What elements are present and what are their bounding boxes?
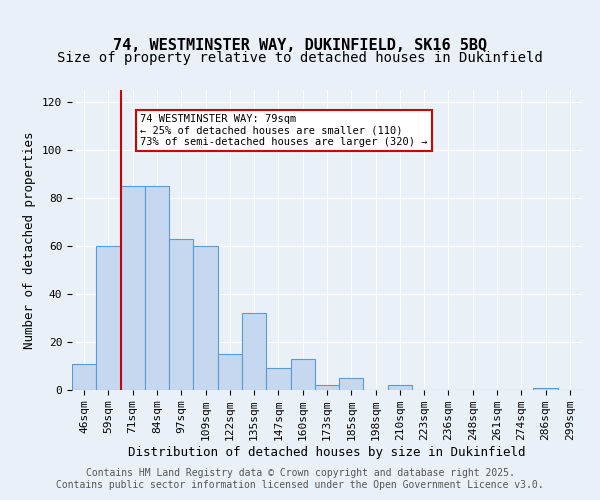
Text: 74, WESTMINSTER WAY, DUKINFIELD, SK16 5BQ: 74, WESTMINSTER WAY, DUKINFIELD, SK16 5B… — [113, 38, 487, 52]
Bar — [533, 388, 558, 390]
Text: 74 WESTMINSTER WAY: 79sqm
← 25% of detached houses are smaller (110)
73% of semi: 74 WESTMINSTER WAY: 79sqm ← 25% of detac… — [140, 114, 427, 147]
X-axis label: Distribution of detached houses by size in Dukinfield: Distribution of detached houses by size … — [128, 446, 526, 459]
Bar — [121, 186, 145, 390]
Bar — [339, 378, 364, 390]
Bar — [72, 364, 96, 390]
Text: Contains HM Land Registry data © Crown copyright and database right 2025.
Contai: Contains HM Land Registry data © Crown c… — [56, 468, 544, 490]
Bar — [290, 359, 315, 390]
Bar — [193, 246, 218, 390]
Bar — [169, 239, 193, 390]
Bar — [266, 368, 290, 390]
Text: Size of property relative to detached houses in Dukinfield: Size of property relative to detached ho… — [57, 51, 543, 65]
Y-axis label: Number of detached properties: Number of detached properties — [23, 131, 37, 349]
Bar — [242, 313, 266, 390]
Bar — [218, 354, 242, 390]
Bar — [145, 186, 169, 390]
Bar — [315, 385, 339, 390]
Bar — [96, 246, 121, 390]
Bar — [388, 385, 412, 390]
